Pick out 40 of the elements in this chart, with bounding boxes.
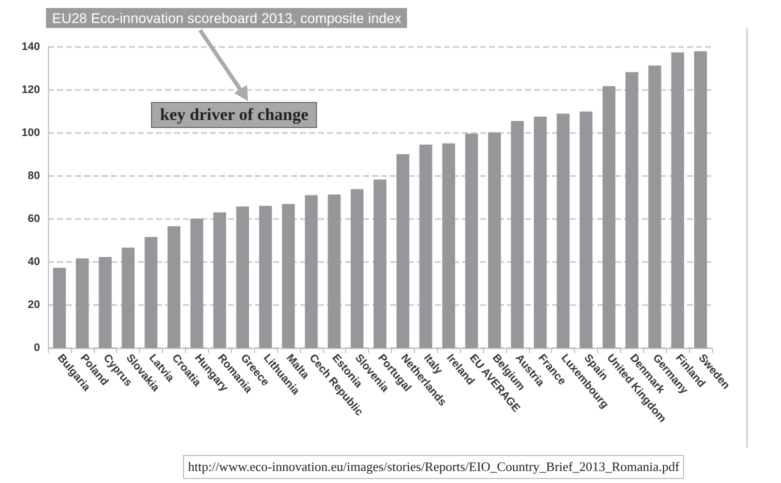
bar [236, 206, 250, 348]
bar [190, 218, 204, 348]
bar [350, 189, 364, 348]
bar [144, 237, 158, 348]
y-tick-label: 120 [22, 84, 40, 96]
bar [259, 206, 272, 348]
y-tick-label: 140 [22, 41, 40, 53]
bar [534, 116, 547, 348]
bar [122, 248, 135, 348]
bar [625, 72, 638, 348]
bar [442, 143, 456, 348]
bar [374, 179, 386, 348]
bar [488, 132, 501, 348]
bar [556, 114, 570, 348]
bar [53, 268, 66, 348]
y-tick-label: 80 [28, 170, 40, 182]
bar [648, 65, 662, 348]
bar [213, 212, 226, 348]
bar [76, 258, 89, 348]
y-tick-label: 100 [22, 127, 40, 139]
bar [168, 226, 180, 348]
bar [328, 194, 341, 348]
text: http://www.eco-innovation.eu/images/stories/Reports/EIO_Country_Brief_2013_Romania.pdf [183, 455, 684, 479]
bar [580, 112, 592, 348]
bar [419, 144, 432, 348]
y-tick-label: 20 [28, 299, 40, 311]
bar [465, 134, 478, 348]
annotation: key driver of change [151, 102, 318, 128]
y-tick-label: 60 [28, 213, 40, 225]
bar [98, 257, 112, 348]
bar [602, 86, 616, 348]
bar [282, 204, 295, 348]
y-tick-label: 0 [34, 342, 40, 354]
y-tick-label: 40 [28, 256, 40, 268]
bar [671, 52, 684, 348]
bar [304, 195, 318, 348]
bar [510, 120, 524, 348]
bar [396, 154, 410, 348]
chart-title: EU28 Eco-innovation scoreboard 2013, composite index [46, 8, 408, 28]
bar [694, 51, 707, 348]
